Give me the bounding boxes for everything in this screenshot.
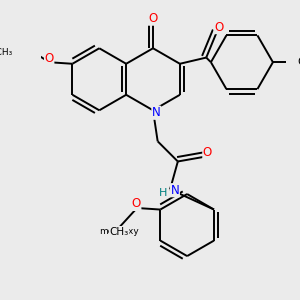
Text: CH₃: CH₃	[297, 57, 300, 67]
Text: H: H	[158, 188, 167, 198]
Text: CH₂CH₃: CH₂CH₃	[0, 48, 13, 57]
Text: O: O	[44, 52, 54, 64]
Text: methoxy: methoxy	[99, 227, 139, 236]
Text: CH₃: CH₃	[110, 226, 129, 236]
Text: N: N	[152, 106, 161, 119]
Text: O: O	[203, 146, 212, 159]
Text: O: O	[132, 197, 141, 210]
Text: N: N	[171, 184, 179, 197]
Text: O: O	[214, 21, 224, 34]
Text: O: O	[148, 12, 158, 25]
